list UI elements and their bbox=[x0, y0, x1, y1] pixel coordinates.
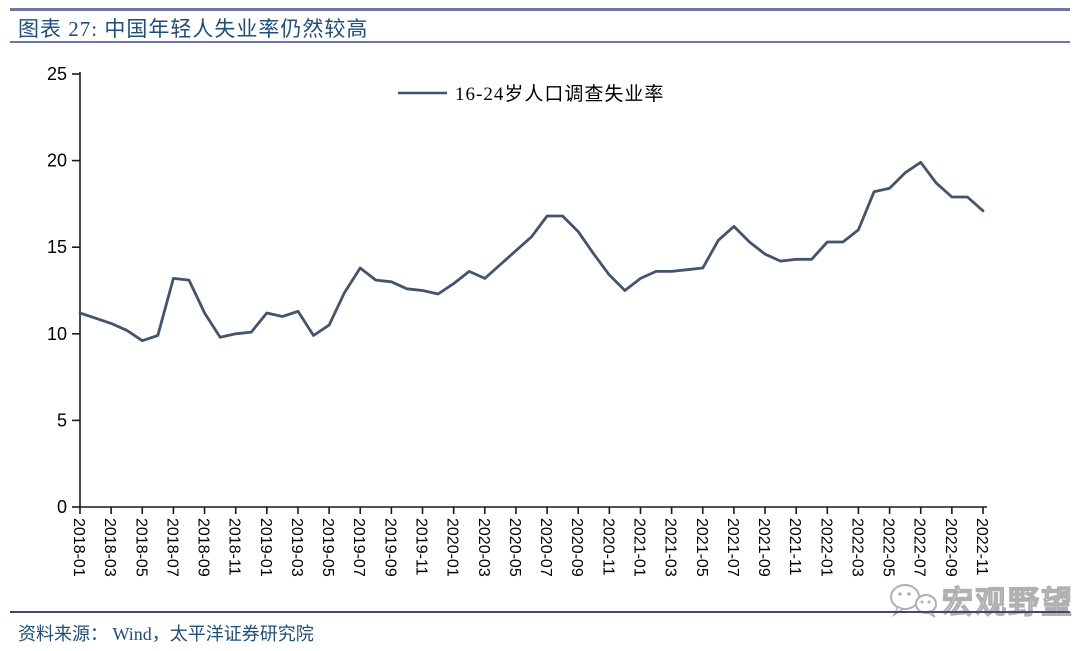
x-axis-tick-label: 2022-09 bbox=[942, 518, 959, 577]
footer-rule bbox=[10, 611, 1070, 613]
x-axis-tick-label: 2019-11 bbox=[413, 518, 430, 576]
x-axis-tick-label: 2018-01 bbox=[70, 518, 87, 577]
y-axis-tick-label: 15 bbox=[47, 237, 67, 257]
x-axis-tick-label: 2022-05 bbox=[880, 518, 897, 577]
x-axis-tick-label: 2020-03 bbox=[475, 518, 492, 577]
x-axis-tick-label: 2018-09 bbox=[195, 518, 212, 577]
x-axis-tick-label: 2021-03 bbox=[662, 518, 679, 577]
y-axis-tick-label: 0 bbox=[57, 497, 67, 517]
y-axis-tick-label: 25 bbox=[47, 64, 67, 84]
x-axis-tick-label: 2021-09 bbox=[755, 518, 772, 577]
x-axis-tick-label: 2019-01 bbox=[257, 518, 274, 577]
wechat-icon bbox=[915, 594, 937, 614]
x-axis-tick-label: 2018-03 bbox=[101, 518, 118, 577]
x-axis-tick-label: 2018-07 bbox=[163, 518, 180, 577]
x-axis-tick-label: 2020-11 bbox=[599, 518, 616, 576]
x-axis-tick-label: 2019-09 bbox=[381, 518, 398, 577]
x-axis-tick-label: 2021-11 bbox=[786, 518, 803, 576]
x-axis-tick-label: 2018-11 bbox=[226, 518, 243, 576]
x-axis-tick-label: 2022-03 bbox=[848, 518, 865, 577]
wechat-icon bbox=[907, 592, 911, 596]
x-axis-tick-label: 2022-01 bbox=[817, 518, 834, 577]
y-axis-tick-label: 20 bbox=[47, 151, 67, 171]
source-note: 资料来源： Wind，太平洋证券研究院 bbox=[18, 624, 314, 644]
x-axis-tick-label: 2020-05 bbox=[506, 518, 523, 577]
wechat-icon bbox=[898, 592, 902, 596]
y-axis-tick-label: 10 bbox=[47, 324, 67, 344]
legend-label: 16-24岁人口调查失业率 bbox=[455, 83, 664, 105]
watermark: 宏观野望 bbox=[890, 584, 1074, 621]
watermark-label: 宏观野望 bbox=[942, 585, 1074, 620]
x-axis-tick-label: 2020-09 bbox=[568, 518, 585, 577]
wechat-icon bbox=[890, 584, 920, 610]
title-underline-rule bbox=[10, 41, 1070, 43]
top-rule bbox=[10, 8, 1070, 11]
x-axis-tick-label: 2020-01 bbox=[444, 518, 461, 577]
x-axis-tick-label: 2022-11 bbox=[973, 518, 990, 576]
wechat-icon bbox=[927, 600, 931, 604]
wechat-icon bbox=[920, 600, 924, 604]
x-axis-tick-label: 2022-07 bbox=[911, 518, 928, 577]
y-axis-tick-label: 5 bbox=[57, 410, 67, 430]
chart-title: 图表 27: 中国年轻人失业率仍然较高 bbox=[18, 17, 369, 41]
x-axis-tick-label: 2019-03 bbox=[288, 518, 305, 577]
x-axis-tick-label: 2021-07 bbox=[724, 518, 741, 577]
x-axis-tick-label: 2020-07 bbox=[537, 518, 554, 577]
x-axis-tick-label: 2018-05 bbox=[132, 518, 149, 577]
series-line-16-24 bbox=[78, 160, 985, 343]
x-axis-tick-label: 2019-05 bbox=[319, 518, 336, 577]
x-axis-tick-label: 2021-05 bbox=[693, 518, 710, 577]
x-axis-tick-label: 2019-07 bbox=[350, 518, 367, 577]
x-axis-tick-label: 2021-01 bbox=[630, 518, 647, 577]
